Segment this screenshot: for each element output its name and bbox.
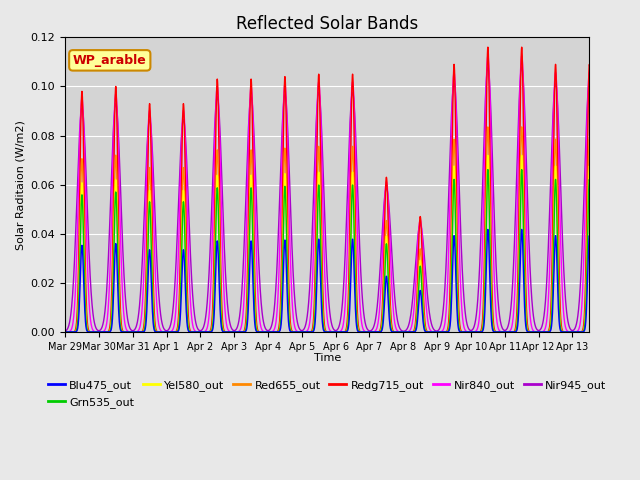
Grn535_out bbox=[61, 329, 69, 335]
Yel580_out bbox=[61, 329, 69, 335]
Nir945_out bbox=[115, 146, 123, 152]
Redg715_out bbox=[232, 329, 239, 335]
Grn535_out bbox=[115, 301, 123, 307]
Grn535_out bbox=[484, 167, 492, 172]
Yel580_out bbox=[484, 153, 492, 158]
Blu475_out bbox=[499, 329, 506, 335]
Nir840_out bbox=[61, 329, 69, 335]
Line: Red655_out: Red655_out bbox=[65, 127, 606, 332]
Nir840_out bbox=[602, 329, 610, 335]
Grn535_out bbox=[499, 329, 506, 335]
Nir945_out bbox=[368, 327, 376, 333]
Line: Blu475_out: Blu475_out bbox=[65, 229, 606, 332]
Redg715_out bbox=[484, 44, 492, 50]
Redg715_out bbox=[115, 256, 123, 262]
Title: Reflected Solar Bands: Reflected Solar Bands bbox=[236, 15, 419, 33]
Line: Grn535_out: Grn535_out bbox=[65, 169, 606, 332]
Redg715_out bbox=[595, 329, 602, 335]
Blu475_out bbox=[232, 329, 239, 335]
Nir945_out bbox=[232, 327, 239, 333]
Nir840_out bbox=[232, 329, 239, 335]
Red655_out bbox=[484, 124, 492, 130]
Redg715_out bbox=[368, 329, 376, 335]
Legend: Blu475_out, Grn535_out, Yel580_out, Red655_out, Redg715_out, Nir840_out, Nir945_: Blu475_out, Grn535_out, Yel580_out, Red6… bbox=[44, 376, 611, 412]
Red655_out bbox=[368, 329, 376, 335]
Nir840_out bbox=[368, 329, 376, 335]
Blu475_out bbox=[368, 329, 376, 335]
Yel580_out bbox=[115, 299, 123, 304]
Nir840_out bbox=[595, 320, 602, 326]
Nir840_out bbox=[529, 327, 537, 333]
Redg715_out bbox=[499, 329, 506, 335]
Blu475_out bbox=[602, 329, 610, 335]
Blu475_out bbox=[61, 329, 69, 335]
Yel580_out bbox=[595, 329, 602, 335]
Yel580_out bbox=[232, 329, 239, 335]
Red655_out bbox=[529, 329, 537, 335]
Nir945_out bbox=[595, 285, 602, 290]
Nir945_out bbox=[499, 325, 506, 331]
Blu475_out bbox=[115, 316, 123, 322]
Redg715_out bbox=[602, 329, 610, 335]
Y-axis label: Solar Raditaion (W/m2): Solar Raditaion (W/m2) bbox=[15, 120, 25, 250]
Red655_out bbox=[61, 329, 69, 335]
Red655_out bbox=[115, 285, 123, 291]
Grn535_out bbox=[595, 329, 602, 335]
Yel580_out bbox=[499, 329, 506, 335]
Grn535_out bbox=[368, 329, 376, 335]
Line: Redg715_out: Redg715_out bbox=[65, 47, 606, 332]
Line: Yel580_out: Yel580_out bbox=[65, 156, 606, 332]
Yel580_out bbox=[602, 329, 610, 335]
X-axis label: Time: Time bbox=[314, 353, 341, 363]
Red655_out bbox=[602, 329, 610, 335]
Nir840_out bbox=[499, 329, 506, 335]
Blu475_out bbox=[529, 329, 537, 335]
Nir945_out bbox=[484, 64, 492, 70]
Text: WP_arable: WP_arable bbox=[73, 54, 147, 67]
Blu475_out bbox=[484, 227, 492, 232]
Line: Nir945_out: Nir945_out bbox=[65, 67, 606, 331]
Red655_out bbox=[595, 329, 602, 335]
Grn535_out bbox=[602, 329, 610, 335]
Nir840_out bbox=[115, 175, 123, 181]
Red655_out bbox=[232, 329, 239, 335]
Yel580_out bbox=[368, 329, 376, 335]
Red655_out bbox=[499, 329, 506, 335]
Grn535_out bbox=[529, 329, 537, 335]
Blu475_out bbox=[595, 329, 602, 335]
Line: Nir840_out: Nir840_out bbox=[65, 56, 606, 332]
Yel580_out bbox=[529, 329, 537, 335]
Nir945_out bbox=[529, 310, 537, 315]
Nir945_out bbox=[602, 328, 610, 334]
Grn535_out bbox=[232, 329, 239, 335]
Nir840_out bbox=[484, 53, 492, 59]
Nir945_out bbox=[61, 328, 69, 334]
Redg715_out bbox=[529, 329, 537, 335]
Redg715_out bbox=[61, 329, 69, 335]
